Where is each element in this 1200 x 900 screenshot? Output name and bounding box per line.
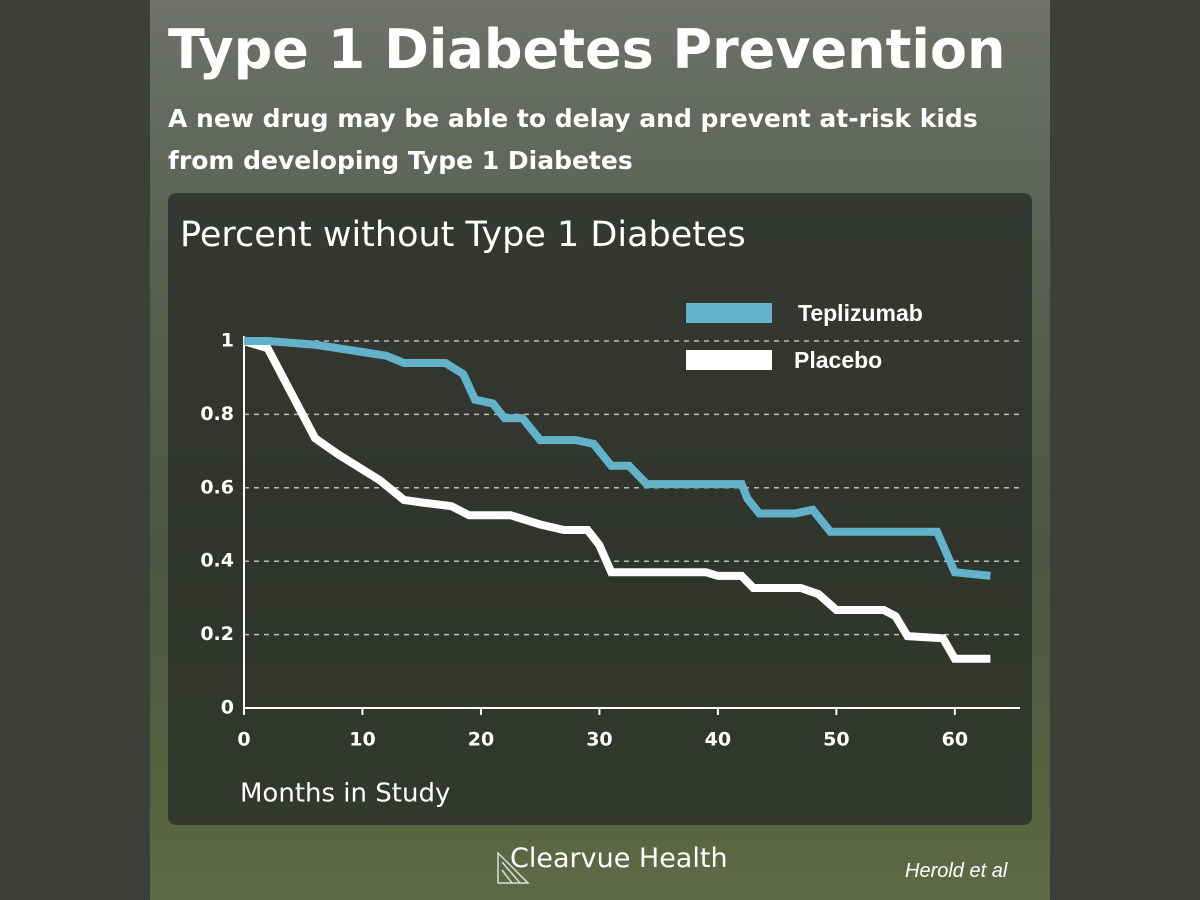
legend-swatch bbox=[686, 350, 772, 370]
x-tick-label: 20 bbox=[468, 729, 494, 751]
x-tick-label: 10 bbox=[349, 729, 375, 751]
y-tick-label: 0.4 bbox=[200, 550, 234, 572]
series-line bbox=[244, 337, 991, 580]
title: Type 1 Diabetes Prevention bbox=[168, 18, 1006, 81]
logo-icon bbox=[497, 851, 530, 884]
brand: Clearvue Health bbox=[510, 843, 728, 874]
y-tick-label: 0.2 bbox=[200, 623, 234, 645]
y-tick-label: 0.6 bbox=[200, 476, 234, 498]
legend-label: Placebo bbox=[794, 347, 882, 373]
credit: Herold et al bbox=[905, 860, 1008, 882]
subtitle: A new drug may be able to delay and prev… bbox=[168, 104, 978, 175]
x-tick-label: 50 bbox=[823, 729, 849, 751]
y-tick-label: 0.8 bbox=[200, 403, 234, 425]
y-tick-label: 1 bbox=[221, 330, 234, 352]
legend-label: Teplizumab bbox=[798, 300, 923, 326]
x-tick-label: 60 bbox=[942, 729, 968, 751]
y-tick-label: 0 bbox=[221, 697, 234, 719]
series-line bbox=[242, 337, 991, 663]
chart-title: Percent without Type 1 Diabetes bbox=[180, 215, 746, 255]
legend-swatch bbox=[686, 303, 772, 323]
x-tick-label: 40 bbox=[705, 729, 731, 751]
x-tick-label: 0 bbox=[237, 729, 250, 751]
x-tick-label: 30 bbox=[586, 729, 612, 751]
chart-panel bbox=[168, 193, 1032, 825]
x-axis-label: Months in Study bbox=[240, 779, 450, 809]
